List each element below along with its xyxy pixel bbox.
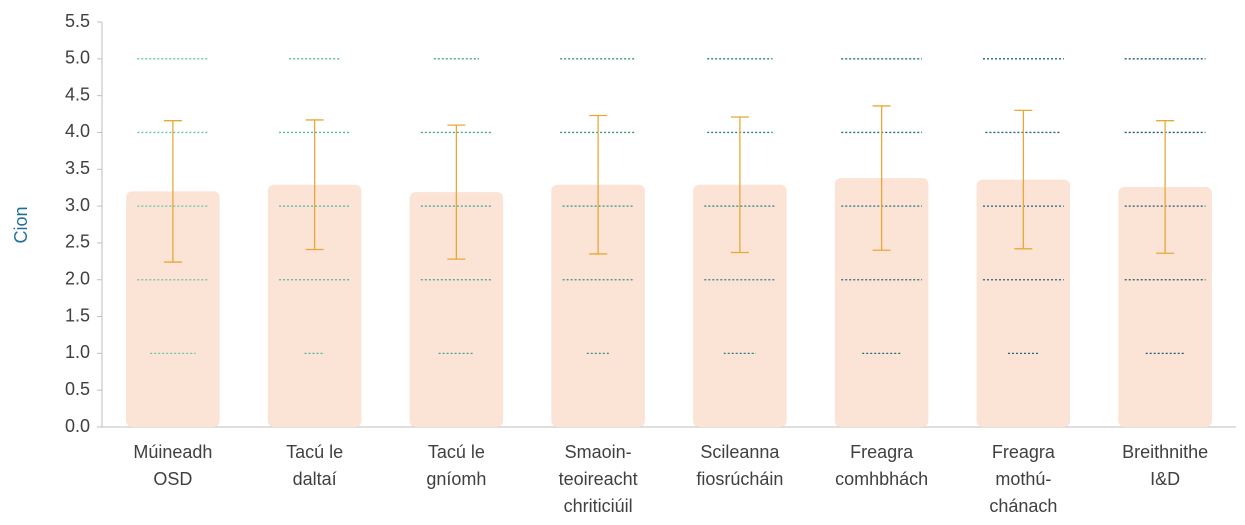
y-tick-label: 0.5 <box>65 379 90 399</box>
y-tick-label: 3.5 <box>65 158 90 178</box>
x-tick-label: gníomh <box>426 469 486 489</box>
y-tick-label: 3.0 <box>65 195 90 215</box>
x-tick-label: teoireacht <box>559 469 638 489</box>
x-tick-label: chriticiúil <box>564 496 633 516</box>
y-axis-label: Cion <box>11 206 31 243</box>
x-tick-label: fiosrúcháin <box>696 469 783 489</box>
y-tick-label: 5.0 <box>65 48 90 68</box>
y-tick-label: 4.5 <box>65 84 90 104</box>
y-tick-label: 5.5 <box>65 11 90 31</box>
bar <box>834 178 929 427</box>
bar <box>126 191 220 427</box>
bar <box>551 184 645 427</box>
x-tick-label: Scileanna <box>700 442 780 462</box>
bar <box>976 179 1071 427</box>
y-tick-label: 1.5 <box>65 305 90 325</box>
y-tick-label: 2.5 <box>65 232 90 252</box>
y-tick-label: 4.0 <box>65 121 90 141</box>
x-tick-label: comhbhách <box>835 469 928 489</box>
x-tick-label: Tacú le <box>428 442 485 462</box>
bar <box>1118 186 1212 427</box>
x-tick-label: Múineadh <box>133 442 212 462</box>
y-tick-label: 0.0 <box>65 416 90 436</box>
x-tick-label: Freagra <box>992 442 1056 462</box>
x-tick-label: daltaí <box>293 469 337 489</box>
bar <box>267 184 362 427</box>
x-tick-label: Smaoin- <box>565 442 632 462</box>
x-tick-label: OSD <box>153 469 192 489</box>
y-tick-label: 2.0 <box>65 268 90 288</box>
x-tick-label: chánach <box>989 496 1057 516</box>
x-tick-label: mothú- <box>995 469 1051 489</box>
bar <box>409 192 504 427</box>
x-tick-label: Freagra <box>850 442 914 462</box>
x-tick-label: Tacú le <box>286 442 343 462</box>
x-tick-label: I&D <box>1150 469 1180 489</box>
bar <box>693 184 787 427</box>
x-tick-label: Breithnithe <box>1122 442 1208 462</box>
y-tick-label: 1.0 <box>65 342 90 362</box>
